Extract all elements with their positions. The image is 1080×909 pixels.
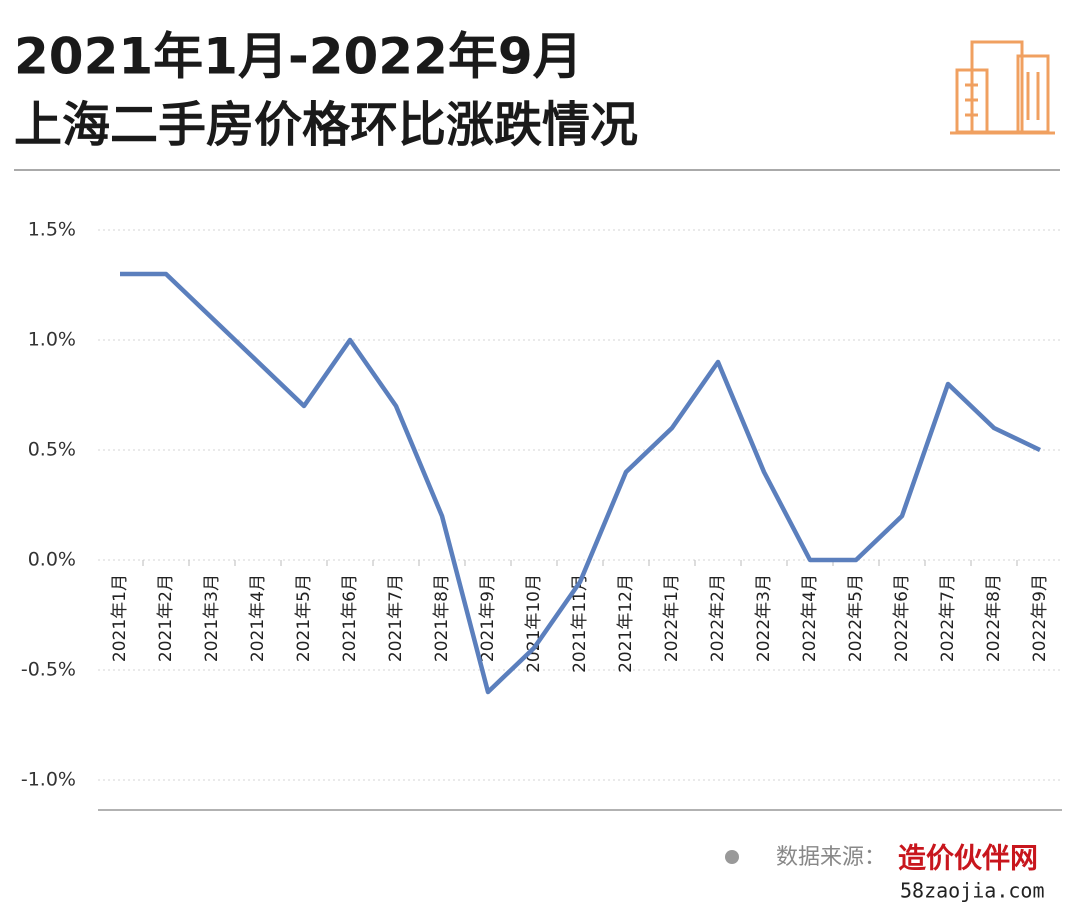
source-label: 数据来源： [776,845,886,870]
y-tick-label: 1.5% [28,219,76,241]
x-tick-label: 2021年3月 [202,574,222,662]
x-tick-label: 2022年4月 [800,574,820,662]
site-url: 58zaojia.com [900,879,1045,903]
x-tick-label: 2021年1月 [110,574,130,662]
y-tick-label: -0.5% [21,659,76,681]
x-tick-label: 2021年2月 [156,574,176,662]
x-tick-label: 2021年12月 [616,574,636,673]
x-tick-label: 2021年8月 [432,574,452,662]
x-tick-label: 2022年1月 [662,574,682,662]
data-line [120,271,1041,695]
x-tick-label: 2021年5月 [294,574,314,662]
source-dot [725,850,739,864]
x-tick-label: 2021年11月 [570,574,590,673]
building-icon [950,40,1055,135]
y-tick-label: 0.0% [28,549,76,571]
x-tick-label: 2022年7月 [938,574,958,662]
x-tick-label: 2021年7月 [386,574,406,662]
site-name: 造价伙伴网 [898,842,1038,875]
x-tick-label: 2022年6月 [892,574,912,662]
x-tick-label: 2022年3月 [754,574,774,662]
chart-title: 2021年1月-2022年9月 [14,28,583,86]
x-tick-label: 2021年10月 [524,574,544,673]
x-tick-label: 2022年2月 [708,574,728,662]
x-tick-label: 2022年5月 [846,574,866,662]
x-tick-label: 2021年4月 [248,574,268,662]
y-tick-label: 1.0% [28,329,76,351]
y-tick-label: -1.0% [21,769,76,791]
x-tick-label: 2022年9月 [1030,574,1050,662]
x-tick-label: 2021年6月 [340,574,360,662]
y-tick-label: 0.5% [28,439,76,461]
x-tick-label: 2022年8月 [984,574,1004,662]
chart-subtitle: 上海二手房价格环比涨跌情况 [14,97,638,153]
x-tick-label: 2021年9月 [478,574,498,662]
